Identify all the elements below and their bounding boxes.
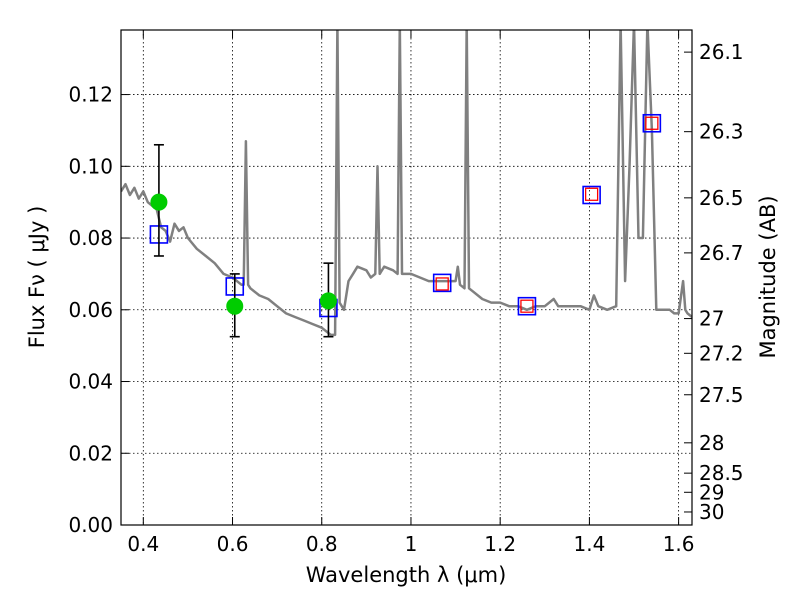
plot-frame xyxy=(120,29,693,526)
plot-area xyxy=(121,30,692,338)
mag-tick-label: 27.5 xyxy=(699,383,744,407)
y-tick-label: 0.00 xyxy=(68,513,113,537)
y2-axis-title: Magnitude (AB) xyxy=(756,195,780,358)
y-tick-label: 0.08 xyxy=(68,226,113,250)
x-tick-label: 1.4 xyxy=(573,532,605,556)
model-photometry-marker xyxy=(432,273,452,293)
x-tick-label: 1 xyxy=(405,532,418,556)
model-photometry-marker xyxy=(517,296,537,316)
model-photometry-marker xyxy=(582,185,601,205)
x-tick-label: 1.6 xyxy=(663,532,695,556)
observed-flux-point xyxy=(226,297,244,315)
y-tick-label: 0.12 xyxy=(68,83,113,107)
x-tick-label: 0.8 xyxy=(306,532,338,556)
mag-tick-label: 29 xyxy=(699,480,724,504)
y-tick-label: 0.06 xyxy=(68,298,113,322)
mag-tick-label: 26.7 xyxy=(699,241,744,265)
mag-tick-label: 26.5 xyxy=(699,186,744,210)
mag-tick-label: 27.2 xyxy=(699,341,744,365)
mag-tick-label: 26.3 xyxy=(699,120,744,144)
observed-flux-point xyxy=(150,193,168,211)
model-photometry-marker xyxy=(642,113,662,133)
y-axis-title: Flux Fν ( μJy ) xyxy=(25,206,49,349)
synthetic-photometry-marker xyxy=(435,277,449,291)
mag-tick-label: 28 xyxy=(699,431,724,455)
mag-tick-label: 30 xyxy=(699,500,724,524)
y-tick-label: 0.04 xyxy=(68,370,113,394)
y-tick-label: 0.02 xyxy=(68,441,113,465)
synthetic-photometry-marker xyxy=(520,299,534,313)
mag-tick-label: 28.5 xyxy=(699,461,744,485)
x-tick-label: 0.6 xyxy=(217,532,249,556)
synthetic-photometry-marker xyxy=(645,116,659,130)
y-tick-label: 0.10 xyxy=(68,154,113,178)
synthetic-photometry-marker xyxy=(584,187,599,201)
model-spectrum-line xyxy=(121,30,692,337)
x-tick-label: 0.4 xyxy=(127,532,159,556)
mag-tick-label: 26.1 xyxy=(699,40,744,64)
observed-flux-point xyxy=(319,292,337,310)
x-tick-label: 1.2 xyxy=(484,532,516,556)
plot-background xyxy=(121,30,692,525)
axis-ticks: 0.4 0.6 0.8 1 1.2 1.4 1.6 0.00 0.02 0.04 0.06 0.08 0… xyxy=(68,30,744,556)
x-axis-title: Wavelength λ (μm) xyxy=(306,563,507,587)
mag-tick-label: 27 xyxy=(699,307,724,331)
